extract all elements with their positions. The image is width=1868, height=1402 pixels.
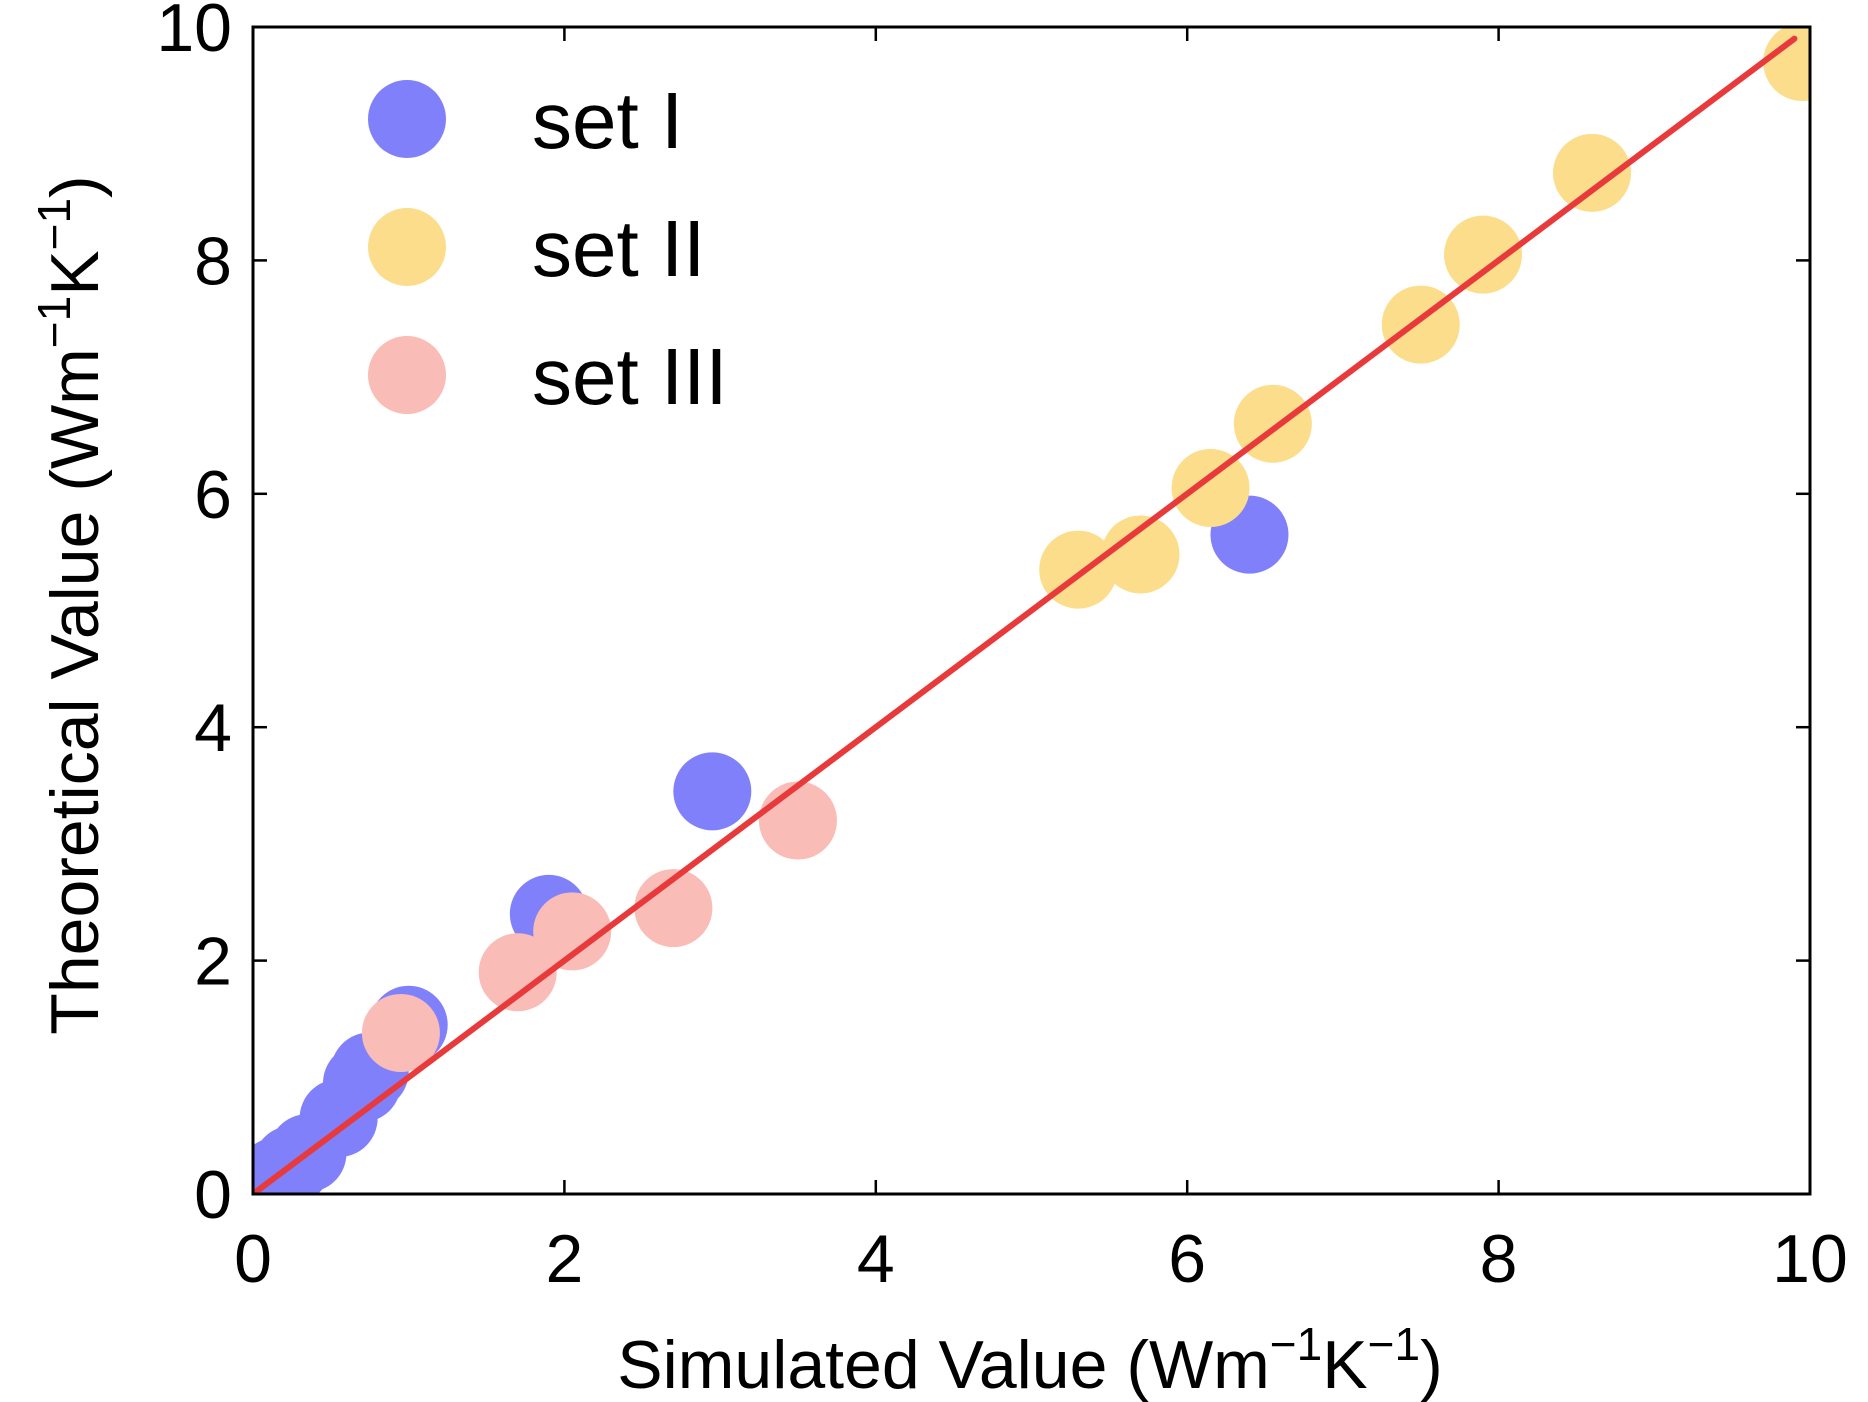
plot-frame bbox=[251, 25, 1812, 1196]
data-point-set-iii-3 bbox=[634, 869, 713, 948]
y-tick-label: 6 bbox=[194, 457, 232, 533]
legend-label-set-iii: set III bbox=[532, 332, 728, 421]
data-point-set-i-9 bbox=[673, 752, 752, 831]
y-tick-label: 0 bbox=[194, 1157, 232, 1233]
legend-label-set-i: set I bbox=[532, 76, 683, 165]
x-tick-label: 0 bbox=[234, 1221, 272, 1297]
data-point-set-iii-0 bbox=[361, 993, 440, 1072]
data-point-set-ii-2 bbox=[1171, 448, 1250, 527]
legend-marker-set-iii bbox=[368, 336, 446, 414]
y-axis-label: Theoretical Value (Wm−1K−1) bbox=[28, 175, 113, 1034]
legend-label-set-ii: set II bbox=[532, 204, 705, 293]
legend-marker-set-ii bbox=[368, 208, 446, 286]
axes: 0 2 4 6 8 10 0 2 4 6 8 10 bbox=[156, 0, 1847, 1297]
x-tick-label: 8 bbox=[1480, 1221, 1518, 1297]
x-tick-label: 2 bbox=[545, 1221, 583, 1297]
x-axis-label: Simulated Value (Wm−1K−1) bbox=[617, 1318, 1442, 1402]
plot-area bbox=[253, 27, 1810, 1194]
legend: set I set II set III bbox=[368, 76, 728, 421]
data-point-set-ii-5 bbox=[1444, 215, 1523, 294]
x-tick-label: 6 bbox=[1168, 1221, 1206, 1297]
data-point-set-ii-7 bbox=[1763, 27, 1810, 101]
data-point-set-ii-6 bbox=[1553, 133, 1632, 212]
legend-marker-set-i bbox=[368, 80, 446, 158]
y-tick-label: 8 bbox=[194, 223, 232, 299]
reference-line bbox=[253, 35, 1798, 1194]
data-point-set-iii-2 bbox=[533, 892, 612, 971]
data-point-set-iii-4 bbox=[758, 781, 837, 860]
y-tick-label: 4 bbox=[194, 690, 232, 766]
data-point-set-iii-1 bbox=[478, 933, 557, 1012]
y-tick-label: 2 bbox=[194, 924, 232, 1000]
data-point-set-ii-1 bbox=[1101, 515, 1180, 594]
x-tick-label: 10 bbox=[1772, 1221, 1848, 1297]
y-tick-label: 10 bbox=[156, 0, 232, 66]
x-tick-label: 4 bbox=[857, 1221, 895, 1297]
